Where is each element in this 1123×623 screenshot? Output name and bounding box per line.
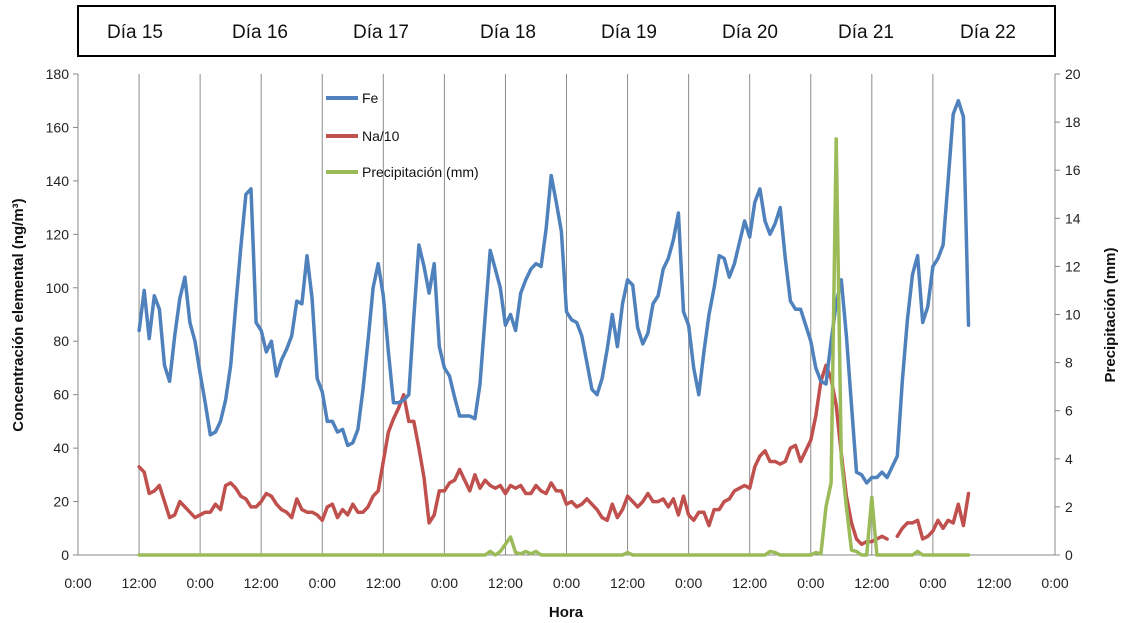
y-tick-label-left: 40 [53, 440, 69, 456]
y-tick-label-left: 0 [61, 547, 69, 563]
series-line-fe [137, 98, 971, 485]
x-tick-label: 12:00 [122, 575, 157, 591]
y-tick-label-left: 60 [53, 387, 69, 403]
series-layer [137, 98, 971, 557]
legend: Fe Na/10 Precipitación (mm) [326, 90, 479, 180]
y-tick-label-left: 160 [46, 119, 70, 135]
x-tick-label: 0:00 [431, 575, 458, 591]
y-tick-label-right: 12 [1065, 258, 1081, 274]
day-label: Día 18 [480, 22, 536, 43]
y-ticks-right: 0 2 4 6 8 10 12 14 16 18 20 [1055, 66, 1081, 563]
x-tick-label: 0:00 [675, 575, 702, 591]
x-tick-label: 12:00 [732, 575, 767, 591]
y-tick-label-right: 4 [1065, 451, 1073, 467]
y-tick-label-right: 20 [1065, 66, 1081, 82]
x-tick-label: 0:00 [919, 575, 946, 591]
y-tick-label-right: 0 [1065, 547, 1073, 563]
y-tick-label-left: 100 [46, 280, 70, 296]
x-tick-label: 12:00 [366, 575, 401, 591]
x-tick-label: 12:00 [976, 575, 1011, 591]
y-tick-label-right: 16 [1065, 162, 1081, 178]
y-tick-label-right: 2 [1065, 499, 1073, 515]
series-line-na [895, 491, 971, 541]
y-tick-label-right: 10 [1065, 307, 1081, 323]
x-tick-label: 0:00 [1041, 575, 1068, 591]
legend-label-fe: Fe [362, 90, 379, 106]
y-tick-label-left: 20 [53, 494, 69, 510]
day-label: Día 19 [601, 22, 657, 43]
x-tick-label: 0:00 [64, 575, 91, 591]
series-line-na [137, 363, 889, 547]
day-labels: Día 15 Día 16 Día 17 Día 18 Día 19 Día 20 Día … [107, 22, 1016, 43]
series-line-precipitacion [137, 137, 971, 557]
x-tick-label: 12:00 [610, 575, 645, 591]
x-ticks: 0:00 12:00 0:00 12:00 0:00 12:00 0:00 12:00 0:00… [64, 575, 1068, 591]
y-tick-label-left: 180 [46, 66, 70, 82]
legend-label-precip: Precipitación (mm) [362, 164, 479, 180]
day-label: Día 16 [232, 22, 288, 43]
y-tick-label-right: 14 [1065, 210, 1081, 226]
x-axis-title: Hora [549, 604, 584, 621]
day-label: Día 21 [838, 22, 894, 43]
gridlines [138, 74, 934, 555]
y-ticks-left: 0 20 40 60 80 100 120 140 160 180 [46, 66, 78, 563]
y-tick-label-left: 80 [53, 333, 69, 349]
x-tick-label: 0:00 [797, 575, 824, 591]
y-axis-title-left: Concentración elemental (ng/m³) [10, 198, 27, 431]
day-label: Día 17 [353, 22, 409, 43]
x-tick-label: 12:00 [244, 575, 279, 591]
x-tick-label: 12:00 [488, 575, 523, 591]
y-axis-title-right: Precipitación (mm) [1102, 247, 1119, 382]
y-tick-label-right: 18 [1065, 114, 1081, 130]
day-label: Día 20 [722, 22, 778, 43]
legend-label-na: Na/10 [362, 128, 400, 144]
y-tick-label-right: 8 [1065, 355, 1073, 371]
day-label: Día 22 [960, 22, 1016, 43]
day-label: Día 15 [107, 22, 163, 43]
day-header-box [77, 5, 1056, 57]
y-tick-label-right: 6 [1065, 403, 1073, 419]
x-tick-label: 0:00 [309, 575, 336, 591]
y-tick-label-left: 120 [46, 226, 70, 242]
x-tick-label: 12:00 [854, 575, 889, 591]
x-tick-label: 0:00 [187, 575, 214, 591]
x-tick-label: 0:00 [553, 575, 580, 591]
y-tick-label-left: 140 [46, 173, 70, 189]
